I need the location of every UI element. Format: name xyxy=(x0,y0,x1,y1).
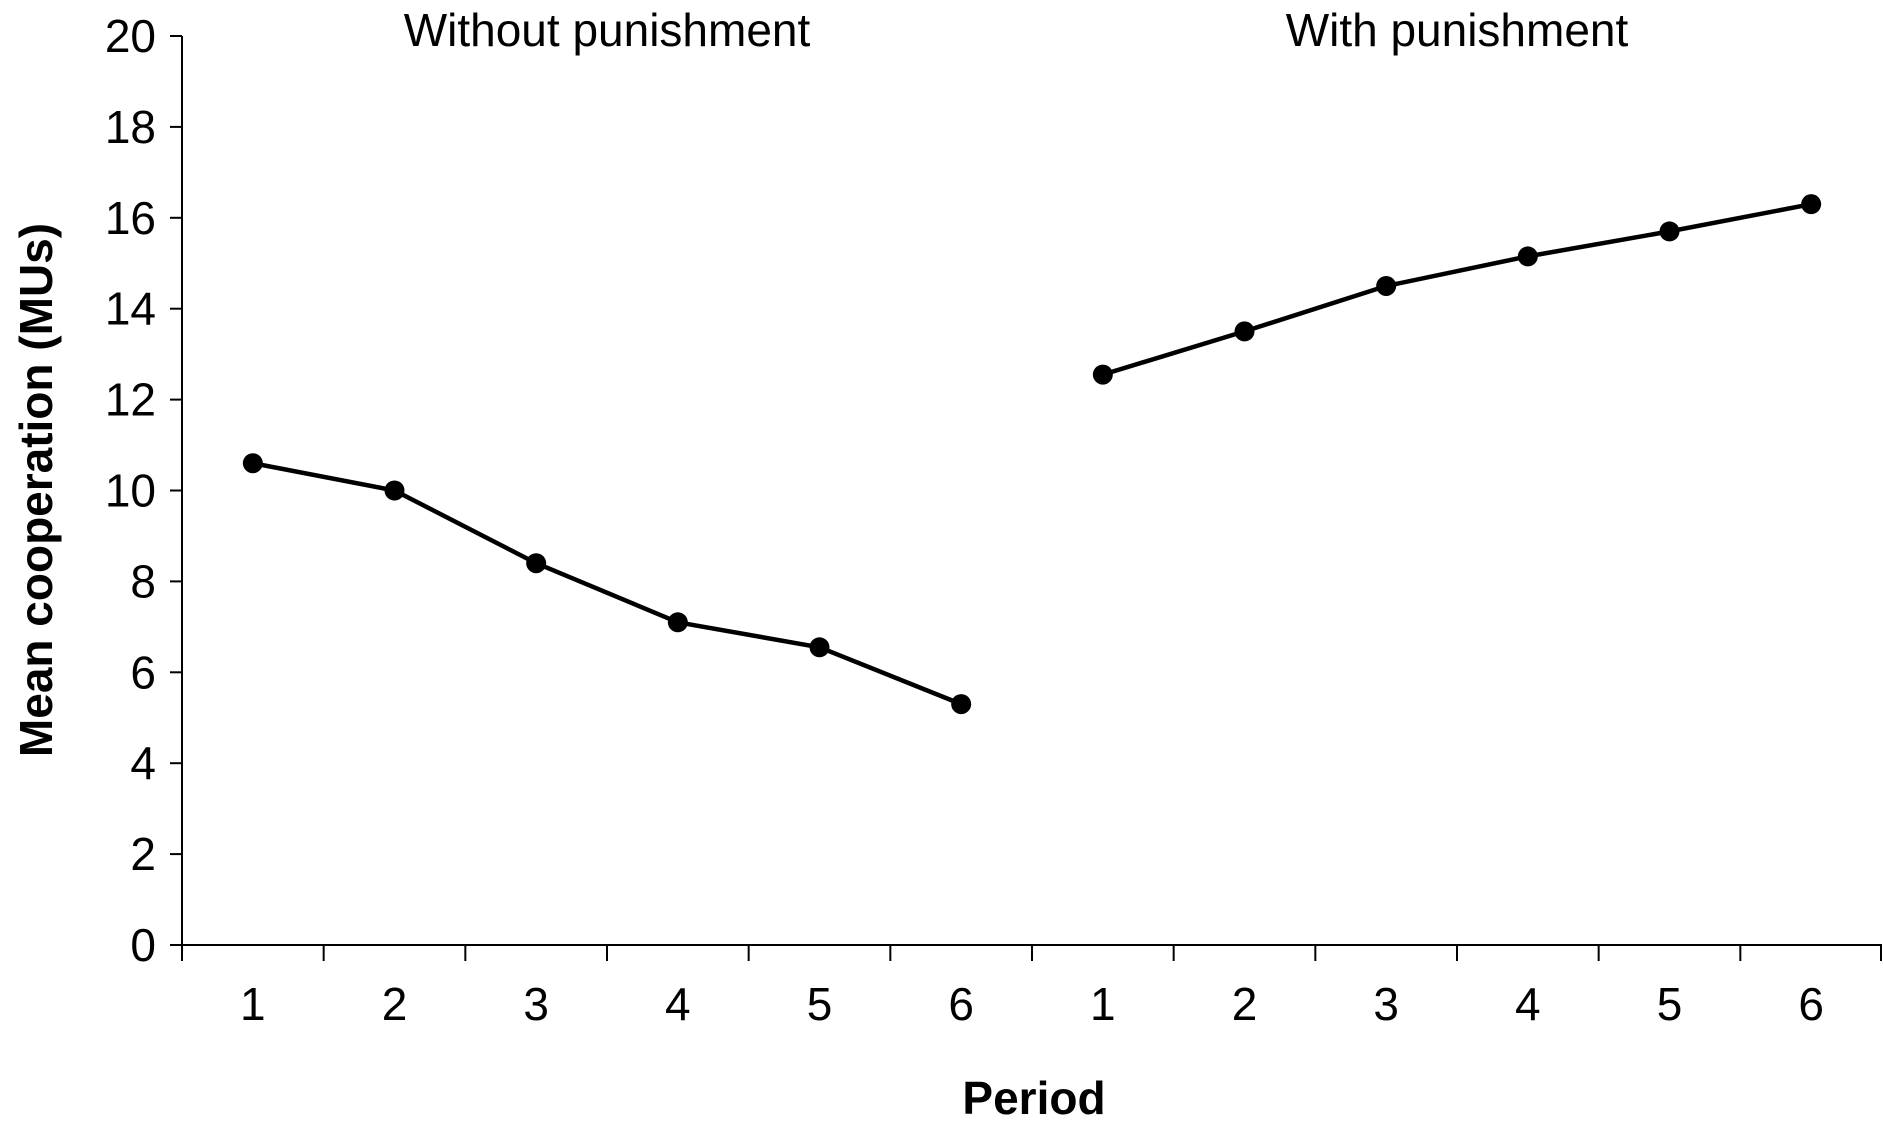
x-tick-label: 4 xyxy=(1515,978,1541,1030)
y-tick-label: 20 xyxy=(105,10,156,62)
x-tick-label: 5 xyxy=(1657,978,1683,1030)
x-tick-label: 1 xyxy=(240,978,266,1030)
data-point xyxy=(667,612,688,633)
panel-title: Without punishment xyxy=(404,4,811,56)
y-tick-label: 16 xyxy=(105,192,156,244)
x-tick-label: 1 xyxy=(1090,978,1116,1030)
x-tick-label: 6 xyxy=(1798,978,1824,1030)
x-tick-label: 3 xyxy=(1373,978,1399,1030)
x-tick-label: 3 xyxy=(523,978,549,1030)
y-axis-title: Mean cooperation (MUs) xyxy=(10,223,62,757)
data-point xyxy=(1376,275,1397,296)
data-point xyxy=(1234,321,1255,342)
y-tick-label: 2 xyxy=(130,828,156,880)
data-point xyxy=(1801,194,1822,215)
y-axis: 0 2 4 6 8 10 12 14 16 18 20 xyxy=(105,10,183,971)
series-line xyxy=(1102,201,1812,377)
x-tick-label: 2 xyxy=(1232,978,1258,1030)
y-tick-label: 4 xyxy=(130,737,156,789)
data-point xyxy=(809,637,830,658)
series-line xyxy=(252,460,963,707)
y-tick-label: 0 xyxy=(130,919,156,971)
data-point xyxy=(1092,364,1113,385)
series-1: Without punishment xyxy=(242,4,972,715)
y-tick-label: 14 xyxy=(105,283,156,335)
y-tick-label: 12 xyxy=(105,374,156,426)
data-point xyxy=(1517,246,1538,267)
panel-title: With punishment xyxy=(1286,4,1629,56)
x-tick-label: 4 xyxy=(665,978,691,1030)
data-point xyxy=(384,480,405,501)
data-point xyxy=(242,453,263,474)
data-point xyxy=(1659,221,1680,242)
x-tick-label: 2 xyxy=(382,978,408,1030)
x-axis-title: Period xyxy=(962,1072,1105,1123)
data-point xyxy=(951,694,972,715)
x-axis: 1 2 3 4 5 6 1 2 3 4 5 6 xyxy=(181,944,1882,1030)
x-tick-label: 6 xyxy=(948,978,974,1030)
plot-series: Without punishment With punishment xyxy=(242,4,1822,715)
y-tick-label: 10 xyxy=(105,465,156,517)
x-tick-label: 5 xyxy=(807,978,833,1030)
y-tick-label: 18 xyxy=(105,101,156,153)
data-point xyxy=(526,553,547,574)
y-tick-label: 8 xyxy=(130,555,156,607)
series-2: With punishment xyxy=(1092,4,1822,385)
y-tick-label: 6 xyxy=(130,646,156,698)
